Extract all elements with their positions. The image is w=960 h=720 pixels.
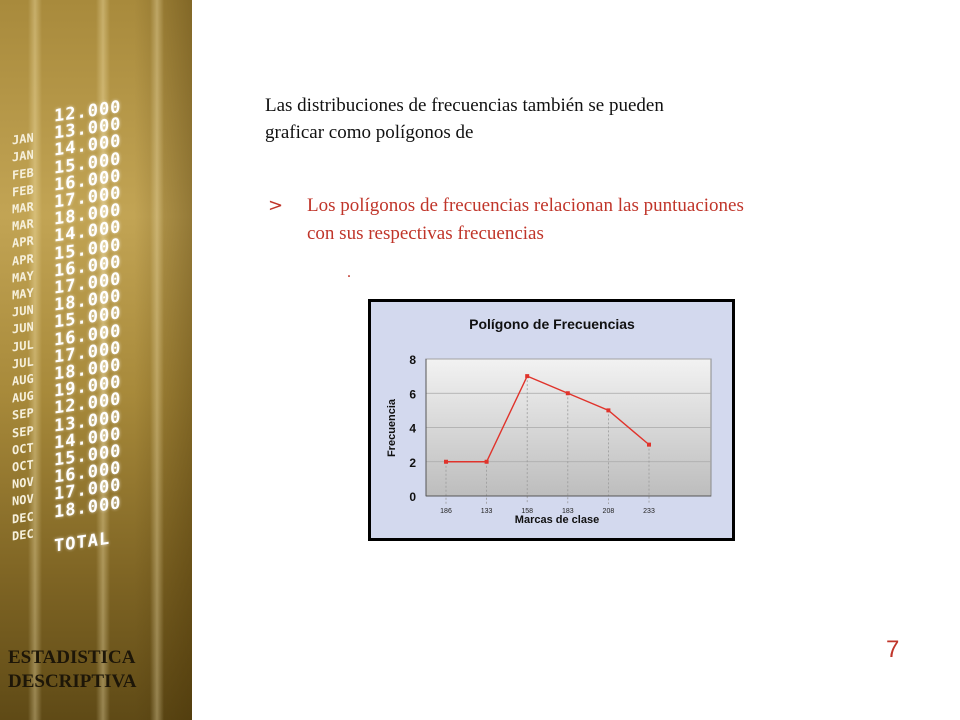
x-tick-labels: 186 133 158 183 208 233: [440, 508, 655, 515]
x-tick-label: 158: [521, 508, 533, 515]
bullet-text: Los polígonos de frecuencias relacionan …: [307, 192, 848, 248]
stray-dot: .: [347, 264, 351, 281]
decorative-side-panel: 12.000 JAN 13.000 JAN 14.000 FEB 15.000 FEB 16.0…: [0, 0, 192, 720]
bullet-item: > Los polígonos de frecuencias relaciona…: [268, 192, 848, 248]
data-point: [606, 408, 611, 413]
x-tick-label: 133: [481, 508, 493, 515]
drop-lines: [445, 376, 650, 504]
y-tick-labels: 0 2 4 6 8: [409, 353, 416, 504]
y-tick-label: 0: [409, 490, 416, 504]
axes: [425, 359, 711, 497]
light-stripe: [150, 0, 164, 720]
chart-title: Polígono de Frecuencias: [469, 316, 635, 332]
x-tick-label: 183: [562, 508, 574, 515]
footer-course-label: ESTADISTICA DESCRIPTIVA: [8, 646, 178, 694]
bullet-line: con sus respectivas frecuencias: [307, 223, 544, 244]
bullet-line: Los polígonos de frecuencias relacionan …: [307, 195, 744, 216]
y-tick-label: 4: [409, 422, 416, 436]
x-axis-label: Marcas de clase: [515, 514, 599, 526]
ticker-board: 12.000 JAN 13.000 JAN 14.000 FEB 15.000 FEB 16.0…: [0, 85, 192, 595]
y-axis-label: Frecuencia: [386, 398, 398, 457]
y-tick-label: 2: [409, 456, 416, 470]
series-line: [446, 375, 650, 463]
x-tick-label: 233: [643, 508, 655, 515]
x-tick-label: 208: [603, 508, 615, 515]
bullet-marker: >: [268, 195, 284, 216]
y-tick-label: 8: [409, 353, 416, 367]
data-point: [647, 442, 651, 447]
x-tick-label: 186: [440, 508, 452, 515]
series-frequency: [444, 374, 651, 464]
page-number: 7: [886, 636, 900, 663]
data-point: [565, 391, 570, 396]
light-stripe: [96, 0, 110, 720]
intro-line: Las distribuciones de frecuencias tambié…: [265, 95, 664, 116]
data-point: [444, 459, 448, 464]
light-stripe: [28, 0, 42, 720]
y-tick-label: 6: [409, 387, 416, 401]
footer-line: ESTADISTICA: [8, 647, 136, 668]
intro-paragraph: Las distribuciones de frecuencias tambié…: [265, 92, 825, 146]
intro-line: graficar como polígonos de: [265, 122, 474, 143]
data-point: [525, 374, 530, 379]
footer-line: DESCRIPTIVA: [8, 671, 137, 692]
data-point: [484, 459, 489, 464]
